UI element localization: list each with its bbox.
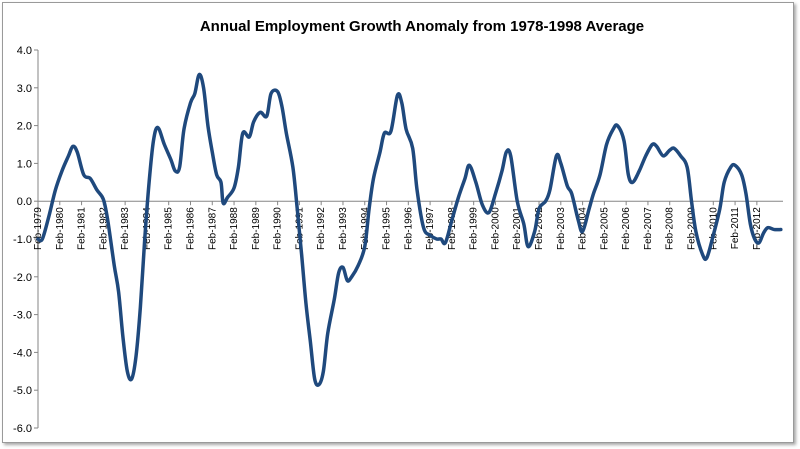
y-axis: 4.0 3.0 2.0 1.0 0.0 -1.0 -2.0 -3.0 -4.0 -5.0 -6.0	[13, 45, 39, 435]
y-tick-label: 4.0	[17, 45, 32, 57]
x-tick-label: Feb-1981	[77, 207, 88, 250]
x-tick-label: Feb-1993	[338, 207, 349, 250]
y-tick-label: 3.0	[17, 83, 32, 95]
x-tick-label: Feb-1985	[164, 207, 175, 250]
series-line-0	[36, 72, 783, 387]
plot-area	[36, 72, 783, 387]
x-tick-label: Feb-1979	[33, 207, 44, 250]
y-tick-label: 2.0	[17, 121, 32, 133]
x-tick-label: Feb-2008	[665, 207, 676, 250]
x-tick-label: Feb-2007	[643, 207, 654, 250]
y-tick-label: 0.0	[17, 196, 32, 208]
x-tick-label: Feb-1994	[360, 207, 371, 250]
x-tick-label: Feb-1989	[251, 207, 262, 250]
x-tick-label: Feb-1982	[98, 207, 109, 250]
x-tick-label: Feb-2009	[687, 207, 698, 250]
x-tick-label: Feb-2002	[534, 207, 545, 250]
x-tick-label: Feb-1997	[425, 207, 436, 250]
y-tick-label: -2.0	[13, 272, 32, 284]
x-tick-label: Feb-2006	[621, 207, 632, 250]
x-tick-label: Feb-2012	[752, 207, 763, 250]
x-tick-label: Feb-1988	[229, 207, 240, 250]
x-tick-label: Feb-1999	[469, 207, 480, 250]
x-tick-label: Feb-1986	[185, 207, 196, 250]
x-tick-label: Feb-1987	[207, 207, 218, 250]
x-tick-label: Feb-2001	[512, 207, 523, 250]
x-tick-label: Feb-2003	[556, 207, 567, 250]
x-tick-label: Feb-1998	[447, 207, 458, 250]
x-tick-label: Feb-1990	[273, 207, 284, 250]
x-tick-label: Feb-1996	[403, 207, 414, 250]
y-tick-label: -5.0	[13, 385, 32, 397]
x-tick-label: Feb-2000	[490, 207, 501, 250]
y-tick-label: -3.0	[13, 310, 32, 322]
y-tick-label: -6.0	[13, 423, 32, 435]
chart-title: Annual Employment Growth Anomaly from 19…	[200, 18, 644, 35]
y-tick-label: -1.0	[13, 234, 32, 246]
y-tick-label: 1.0	[17, 158, 32, 170]
x-tick-label: Feb-1980	[55, 207, 66, 250]
x-tick-label: Feb-1984	[142, 207, 153, 250]
y-tick-label: -4.0	[13, 347, 32, 359]
x-tick-label: Feb-1995	[382, 207, 393, 250]
x-tick-label: Feb-2005	[599, 207, 610, 250]
x-tick-label: Feb-1983	[120, 207, 131, 250]
x-tick-label: Feb-2011	[730, 207, 741, 250]
x-tick-label: Feb-1992	[316, 207, 327, 250]
